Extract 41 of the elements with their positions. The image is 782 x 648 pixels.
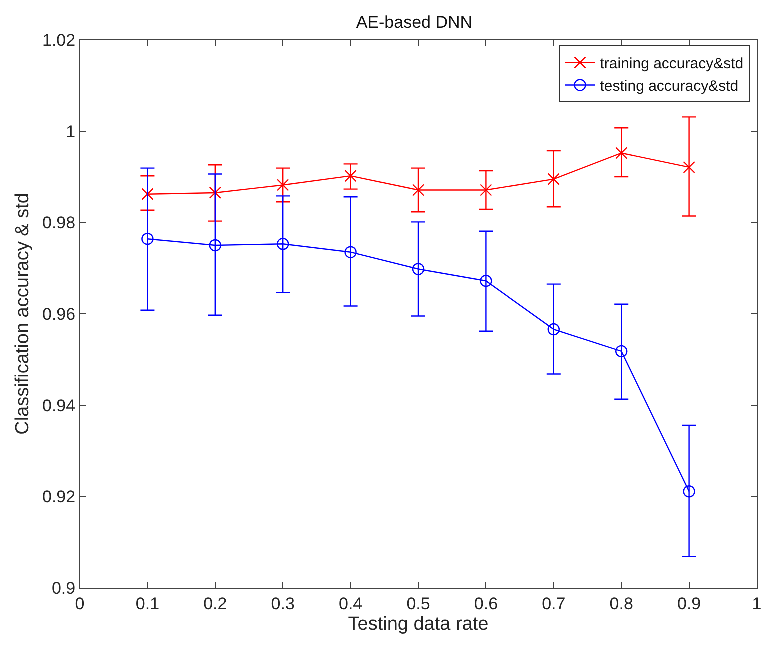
legend-label: training accuracy&std bbox=[600, 56, 744, 73]
point bbox=[277, 179, 290, 192]
x-tick-label: 0.7 bbox=[542, 594, 566, 614]
y-tick-label: 0.94 bbox=[42, 396, 76, 416]
y-tick-label: 0.92 bbox=[42, 488, 76, 507]
point bbox=[344, 170, 357, 182]
point bbox=[548, 323, 560, 336]
y-axis-title: Classification accuracy & std bbox=[12, 193, 34, 435]
point bbox=[480, 275, 492, 288]
x-tick-label: 0.6 bbox=[474, 594, 498, 614]
point bbox=[209, 239, 222, 252]
x-tick-label: 0.4 bbox=[338, 594, 363, 614]
x-tick-label: 0.2 bbox=[204, 594, 228, 614]
point bbox=[412, 184, 425, 196]
x-tick-label: 0.3 bbox=[271, 594, 295, 614]
x-tick-label: 0.1 bbox=[136, 594, 160, 614]
legend-label: testing accuracy&std bbox=[600, 78, 739, 96]
chart-title: AE-based DNN bbox=[356, 13, 473, 32]
y-tick-label: 1.02 bbox=[42, 30, 76, 50]
x-tick-label: 0.9 bbox=[677, 594, 702, 614]
point bbox=[412, 263, 425, 276]
x-axis-title: Testing data rate bbox=[348, 614, 489, 636]
point bbox=[209, 186, 222, 200]
x-tick-label: 1 bbox=[752, 594, 762, 614]
point bbox=[548, 173, 560, 186]
point bbox=[344, 246, 357, 258]
point bbox=[277, 238, 290, 250]
point bbox=[683, 161, 696, 174]
point bbox=[616, 345, 628, 358]
x-tick-label: 0 bbox=[75, 594, 85, 614]
y-tick-label: 0.9 bbox=[52, 578, 76, 598]
y-tick-label: 0.96 bbox=[42, 304, 76, 324]
y-tick-label: 1 bbox=[66, 122, 76, 142]
point bbox=[142, 233, 154, 246]
x-tick-label: 0.8 bbox=[610, 594, 634, 614]
y-tick-label: 0.98 bbox=[42, 214, 76, 233]
point bbox=[683, 486, 696, 498]
point bbox=[142, 188, 154, 200]
point bbox=[480, 184, 492, 196]
x-tick-label: 0.5 bbox=[406, 594, 430, 614]
point bbox=[616, 147, 628, 160]
